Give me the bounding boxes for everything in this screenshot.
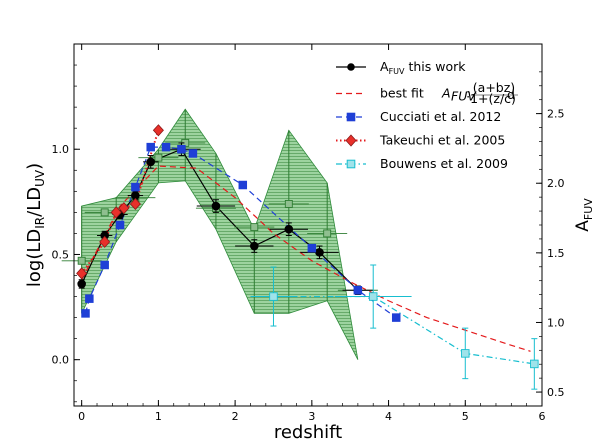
point-2	[115, 220, 125, 230]
y-right-tick-label: 0.5	[547, 386, 565, 399]
x-tick-label: 5	[462, 410, 469, 423]
band-point	[323, 229, 332, 238]
legend-formula-num: (a+bz)	[473, 80, 515, 95]
legend-marker-2	[346, 112, 356, 122]
point-2	[81, 309, 90, 318]
y-right-tick-label: 1.5	[547, 247, 565, 260]
x-tick-label: 3	[308, 410, 315, 423]
legend-label-0: AFUV this work	[380, 59, 466, 76]
point-0	[249, 241, 259, 251]
legend-label-rest: this work	[405, 59, 467, 74]
legend-formula-A: A	[441, 86, 451, 101]
y-right-tick-label: 1.0	[547, 316, 565, 329]
point-2	[177, 144, 186, 154]
y-right-label-main: A	[573, 220, 593, 232]
point-3	[76, 267, 88, 280]
legend-label-4: Bouwens et al. 2009	[380, 156, 508, 171]
point-3	[110, 206, 122, 219]
legend-label-3: Takeuchi et al. 2005	[379, 133, 505, 148]
y-label-sub: IR	[33, 217, 47, 229]
point-2	[146, 142, 155, 152]
point-0	[284, 224, 294, 234]
x-axis-label: redshift	[274, 422, 342, 441]
band-point	[250, 223, 259, 232]
legend-marker-0	[347, 63, 355, 71]
point-4	[530, 359, 539, 369]
y-label-part: /LD	[24, 187, 45, 217]
point-3	[99, 235, 111, 248]
point-2	[353, 285, 363, 295]
y-right-label-sub: FUV	[582, 198, 595, 220]
legend-label-sub: FUV	[389, 67, 405, 76]
y-label-sub: UV	[33, 169, 47, 187]
point-2	[131, 182, 140, 192]
legend-label-2: Cucciati et al. 2012	[380, 109, 501, 124]
point-4	[368, 292, 378, 301]
legend-formula-colon: :	[466, 86, 470, 101]
band-point	[284, 200, 293, 208]
y-right-tick-label: 2.5	[547, 108, 565, 121]
x-tick-label: 2	[232, 410, 239, 423]
point-0	[211, 201, 221, 211]
point-0	[315, 248, 324, 257]
y-tick-label: 0.5	[52, 248, 70, 261]
x-tick-label: 0	[78, 410, 85, 423]
legend-formula-den: 1+(z/c)	[470, 91, 516, 106]
legend-marker-3	[345, 134, 357, 147]
x-tick-label: 4	[385, 410, 392, 423]
point-0	[146, 157, 156, 167]
legend-label-1: best fit	[380, 86, 424, 101]
y-tick-label: 0.0	[52, 354, 70, 367]
x-tick-label: 6	[539, 410, 546, 423]
series-line-4	[273, 295, 535, 365]
legend-marker-4	[346, 159, 356, 169]
point-2	[161, 142, 171, 152]
band-point	[100, 208, 109, 217]
point-3	[129, 197, 141, 211]
point-3	[118, 202, 130, 215]
y-right-axis-label: AFUV	[573, 198, 595, 232]
y-tick-label: 1.0	[52, 143, 70, 156]
series-line-3	[80, 129, 160, 274]
point-0	[77, 279, 86, 289]
y-label-part: log(LD	[24, 229, 45, 287]
uncertainty-band	[81, 108, 359, 360]
point-4	[269, 292, 278, 301]
band-point	[154, 153, 163, 162]
legend-formula-sub: FUV	[451, 89, 477, 104]
point-4	[461, 349, 470, 358]
band-point	[77, 256, 86, 265]
y-label-part: )	[24, 163, 45, 170]
point-2	[188, 149, 198, 158]
legend-formula-exp: d	[507, 87, 515, 102]
point-2	[100, 260, 109, 270]
legend-label-main: best fit	[380, 86, 424, 101]
legend-label-main: A	[380, 59, 389, 74]
y-right-tick-label: 2.0	[547, 177, 565, 190]
point-2	[307, 243, 317, 253]
point-2	[85, 294, 94, 303]
y-axis-label: log(LDIR/LDUV)	[24, 163, 47, 287]
point-2	[391, 313, 401, 322]
x-tick-label: 1	[155, 410, 162, 423]
point-3	[152, 124, 164, 137]
point-2	[238, 180, 248, 190]
